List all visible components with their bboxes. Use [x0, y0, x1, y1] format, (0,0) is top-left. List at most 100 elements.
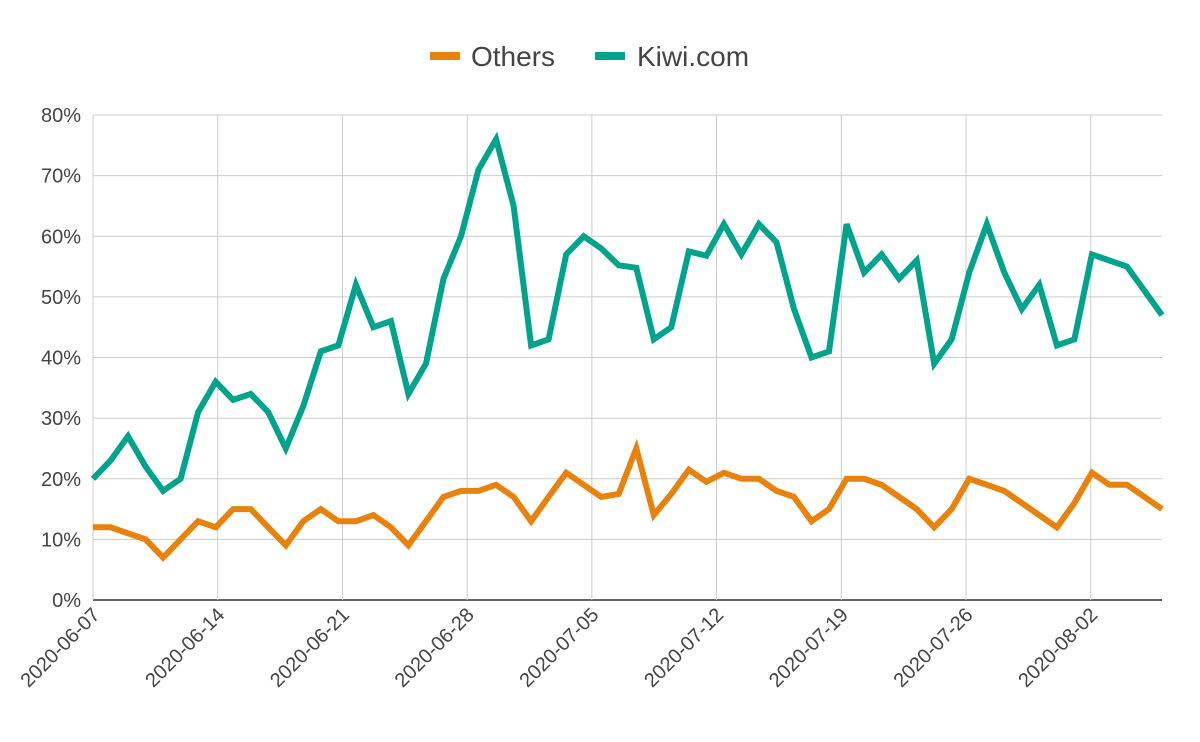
data-point-kiwi-com	[738, 251, 744, 257]
data-point-others	[283, 542, 289, 548]
data-point-kiwi-com	[353, 282, 359, 288]
data-point-kiwi-com	[1106, 258, 1112, 264]
data-point-others	[213, 524, 219, 530]
data-point-others	[1089, 470, 1095, 476]
data-point-others	[90, 524, 96, 530]
data-point-kiwi-com	[405, 391, 411, 397]
data-point-others	[476, 488, 482, 494]
x-tick-label: 2020-07-26	[890, 604, 978, 692]
x-axis: 2020-06-07 2020-06-14 2020-06-21 2020-06-28…	[17, 604, 1103, 692]
data-point-kiwi-com	[703, 253, 709, 259]
data-point-kiwi-com	[1124, 264, 1130, 270]
y-axis: 0% 10% 20% 30% 40% 50% 60% 70% 80%	[41, 105, 81, 612]
data-point-kiwi-com	[651, 336, 657, 342]
data-point-kiwi-com	[633, 265, 639, 271]
data-point-kiwi-com	[90, 476, 96, 482]
data-point-others	[616, 491, 622, 497]
data-point-kiwi-com	[809, 355, 815, 361]
data-point-others	[405, 542, 411, 548]
legend: Others Kiwi.com	[430, 41, 749, 72]
data-point-kiwi-com	[949, 336, 955, 342]
data-point-others	[1054, 524, 1060, 530]
data-point-kiwi-com	[318, 348, 324, 354]
y-tick-label: 40%	[41, 348, 81, 370]
data-point-kiwi-com	[686, 248, 692, 254]
data-point-kiwi-com	[511, 203, 517, 209]
data-point-kiwi-com	[388, 318, 394, 324]
data-point-kiwi-com	[476, 167, 482, 173]
data-point-others	[861, 476, 867, 482]
data-point-kiwi-com	[581, 233, 587, 239]
data-point-others	[633, 445, 639, 451]
data-point-others	[1036, 512, 1042, 518]
data-point-kiwi-com	[774, 239, 780, 245]
data-point-others	[493, 482, 499, 488]
data-point-others	[1106, 482, 1112, 488]
data-point-kiwi-com	[1089, 251, 1095, 257]
data-point-others	[1071, 500, 1077, 506]
data-point-kiwi-com	[213, 379, 219, 385]
legend-label-others: Others	[471, 41, 555, 72]
data-point-others	[370, 512, 376, 518]
data-point-kiwi-com	[370, 324, 376, 330]
data-point-others	[108, 524, 114, 530]
data-point-others	[423, 518, 429, 524]
data-point-kiwi-com	[283, 445, 289, 451]
data-point-kiwi-com	[248, 391, 254, 397]
data-point-kiwi-com	[1159, 312, 1165, 318]
data-point-kiwi-com	[1142, 288, 1148, 294]
data-point-others	[721, 470, 727, 476]
data-point-others	[879, 482, 885, 488]
data-point-kiwi-com	[896, 276, 902, 282]
data-point-others	[178, 536, 184, 542]
data-point-kiwi-com	[914, 258, 920, 264]
data-point-kiwi-com	[721, 221, 727, 227]
x-tick-label: 2020-06-21	[266, 604, 354, 692]
data-point-others	[984, 482, 990, 488]
y-tick-label: 30%	[41, 408, 81, 430]
data-point-others	[686, 467, 692, 473]
x-tick-label: 2020-07-05	[515, 604, 603, 692]
data-point-kiwi-com	[563, 251, 569, 257]
data-point-others	[826, 506, 832, 512]
y-tick-label: 20%	[41, 469, 81, 491]
data-point-kiwi-com	[756, 221, 762, 227]
data-point-kiwi-com	[984, 221, 990, 227]
data-point-kiwi-com	[879, 251, 885, 257]
data-point-kiwi-com	[1071, 336, 1077, 342]
data-point-others	[914, 506, 920, 512]
data-point-kiwi-com	[195, 409, 201, 415]
data-point-kiwi-com	[125, 433, 131, 439]
data-point-kiwi-com	[931, 361, 937, 367]
data-point-others	[160, 555, 166, 561]
y-tick-label: 80%	[41, 105, 81, 127]
y-tick-label: 0%	[52, 590, 81, 612]
data-point-others	[668, 491, 674, 497]
data-point-kiwi-com	[791, 306, 797, 312]
series-line-kiwi-com	[90, 131, 1165, 496]
data-point-kiwi-com	[1001, 270, 1007, 276]
data-point-kiwi-com	[300, 403, 306, 409]
data-point-others	[563, 470, 569, 476]
data-point-kiwi-com	[1036, 282, 1042, 288]
data-point-others	[546, 494, 552, 500]
data-point-others	[1001, 488, 1007, 494]
data-point-others	[125, 530, 131, 536]
data-point-others	[809, 518, 815, 524]
series-line-others	[93, 438, 1164, 562]
data-point-others	[195, 518, 201, 524]
data-point-kiwi-com	[423, 361, 429, 367]
data-point-kiwi-com	[458, 233, 464, 239]
data-point-others	[896, 494, 902, 500]
data-point-kiwi-com	[861, 270, 867, 276]
data-point-others	[756, 476, 762, 482]
data-point-others	[265, 524, 271, 530]
data-point-kiwi-com	[844, 221, 850, 227]
series-layer	[90, 131, 1165, 562]
data-point-others	[598, 494, 604, 500]
data-point-others	[1019, 500, 1025, 506]
gridlines	[92, 114, 1162, 601]
data-point-kiwi-com	[493, 136, 499, 142]
data-point-others	[703, 479, 709, 485]
